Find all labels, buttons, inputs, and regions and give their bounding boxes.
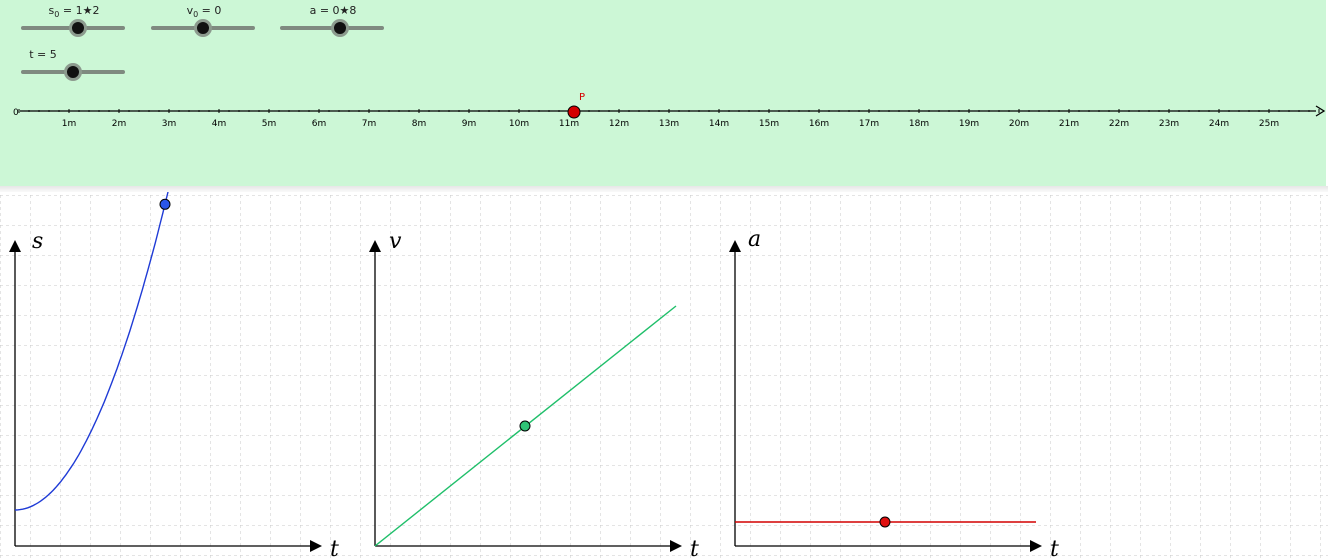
number-line-tick-label: 1m xyxy=(62,119,77,129)
panel-divider xyxy=(0,186,1328,192)
t-axis-1-label: t xyxy=(330,537,339,560)
v-point[interactable] xyxy=(519,420,531,432)
number-line-tick-label: 8m xyxy=(412,119,427,129)
number-line-tick-label: 21m xyxy=(1059,119,1079,129)
slider-t-label: t = 5 xyxy=(29,48,57,61)
point-p[interactable] xyxy=(567,105,581,119)
number-line-tick-label: 15m xyxy=(759,119,779,129)
s-curve xyxy=(14,192,169,511)
number-line-tick-label: 7m xyxy=(362,119,377,129)
controls-panel: s0 = 1★2 v0 = 0 a = 0★8 t = 5 0 1m 2m 3m 4m… xyxy=(0,0,1326,186)
number-line-tick-label: 20m xyxy=(1009,119,1029,129)
number-line: 0 1m 2m 3m 4m 5m 6m 7m 8m 9m 10m 11m 12m 13m 14m 15m 16… xyxy=(13,92,1326,129)
s-axis-arrow xyxy=(9,240,21,252)
number-line-tick-label: 2m xyxy=(112,119,127,129)
slider-v0[interactable]: v0 = 0 xyxy=(151,4,257,37)
t-axis-3-arrow xyxy=(1030,540,1042,552)
slider-v0-knob[interactable] xyxy=(194,19,212,37)
number-line-tick-label: 16m xyxy=(809,119,829,129)
number-line-arrow xyxy=(1315,105,1326,117)
number-line-tick-label: 22m xyxy=(1109,119,1129,129)
slider-s0-knob[interactable] xyxy=(69,19,88,37)
s-point[interactable] xyxy=(159,198,171,210)
t-axis-2-arrow xyxy=(670,540,682,552)
slider-a-knob[interactable] xyxy=(331,19,350,37)
number-line-tick-label: 19m xyxy=(959,119,979,129)
number-line-tick-label: 23m xyxy=(1159,119,1179,129)
grid xyxy=(0,192,1328,560)
number-line-tick-label: 6m xyxy=(312,119,327,129)
number-line-tick-label: 25m xyxy=(1259,119,1279,129)
point-p-label: P xyxy=(579,92,585,103)
slider-t-knob[interactable] xyxy=(64,63,82,81)
slider-a[interactable]: a = 0★8 xyxy=(280,4,386,37)
v-axis-arrow xyxy=(369,240,381,252)
a-point[interactable] xyxy=(879,516,891,528)
slider-a-label: a = 0★8 xyxy=(309,4,357,17)
slider-v0-label: v0 = 0 xyxy=(186,4,222,20)
number-line-tick-label: 4m xyxy=(212,119,227,129)
number-line-tick-label: 9m xyxy=(462,119,477,129)
v-axis-label: v xyxy=(389,229,402,254)
s-axis-label: s xyxy=(32,229,43,254)
number-line-tick-label: 17m xyxy=(859,119,879,129)
graph-v-t: v t xyxy=(369,229,699,560)
graphs-view: s t v t a t xyxy=(0,192,1328,560)
number-line-tick-label: 12m xyxy=(609,119,629,129)
number-line-tick-label: 11m xyxy=(559,119,579,129)
number-line-tick-label: 14m xyxy=(709,119,729,129)
number-line-tick-label: 3m xyxy=(162,119,177,129)
t-axis-1-arrow xyxy=(310,540,322,552)
t-axis-3-label: t xyxy=(1050,537,1059,560)
t-axis-2-label: t xyxy=(690,537,699,560)
graph-a-t: a t xyxy=(729,227,1059,560)
number-line-tick-label: 13m xyxy=(659,119,679,129)
number-line-tick-label: 18m xyxy=(909,119,929,129)
a-axis-label: a xyxy=(748,227,761,252)
number-line-tick-label: 24m xyxy=(1209,119,1229,129)
graph-s-t: s t xyxy=(9,192,339,560)
number-line-tick-label: 5m xyxy=(262,119,277,129)
slider-s0-label: s0 = 1★2 xyxy=(48,4,100,20)
a-axis-arrow xyxy=(729,240,741,252)
slider-t[interactable]: t = 5 xyxy=(21,48,127,81)
origin-label: 0 xyxy=(13,108,19,118)
number-line-tick-label: 10m xyxy=(509,119,529,129)
slider-s0[interactable]: s0 = 1★2 xyxy=(21,4,127,37)
